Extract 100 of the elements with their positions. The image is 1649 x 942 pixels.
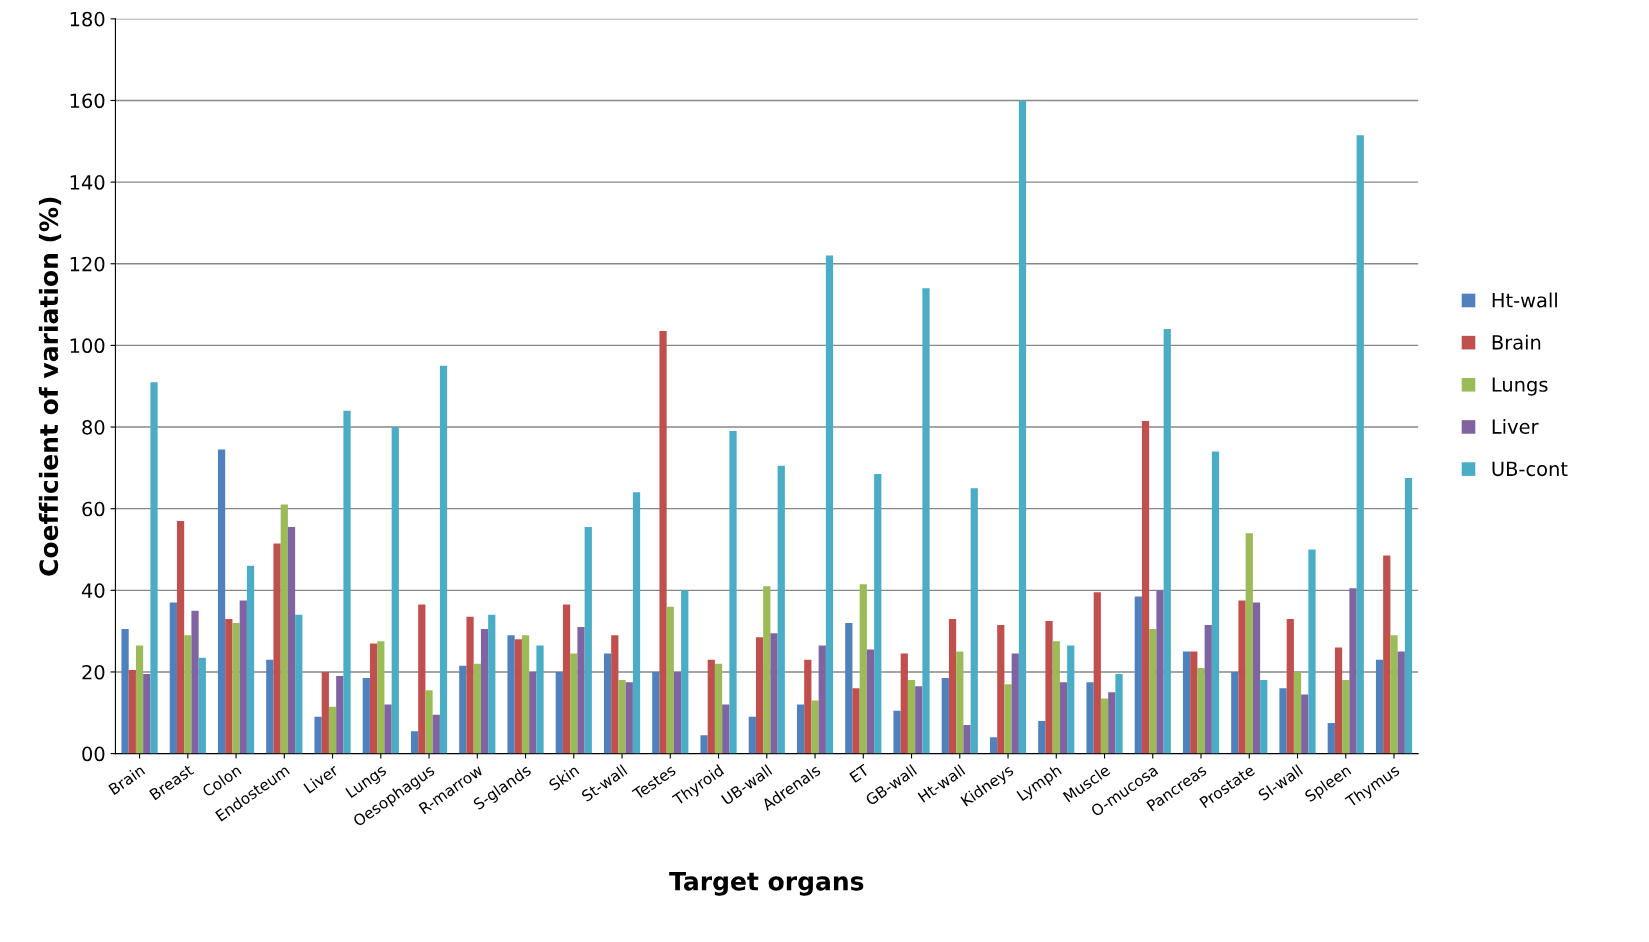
bar — [562, 604, 571, 754]
bar — [1134, 596, 1142, 754]
bar — [915, 686, 923, 754]
bar — [1349, 588, 1357, 754]
bar — [811, 700, 819, 754]
bar — [1211, 451, 1220, 754]
bar — [391, 427, 399, 754]
bar — [536, 645, 544, 754]
bar — [714, 663, 723, 754]
bar — [859, 584, 867, 754]
bar — [874, 473, 882, 754]
bar — [176, 520, 185, 754]
bar — [459, 665, 467, 754]
bar — [1327, 722, 1335, 754]
bar — [989, 737, 998, 754]
bar — [1115, 674, 1123, 754]
legend-label: Ht-wall — [1492, 292, 1557, 308]
bar — [432, 714, 440, 754]
bar — [796, 704, 805, 754]
bar — [1004, 684, 1012, 754]
bar — [555, 671, 563, 754]
bar — [1308, 549, 1316, 754]
bar — [143, 674, 151, 754]
legend-label: Lungs — [1492, 377, 1548, 396]
y-tick-label: 40 — [81, 583, 105, 598]
bar — [666, 606, 674, 754]
bar — [439, 365, 448, 754]
bar — [1383, 555, 1391, 754]
bar — [1038, 720, 1046, 754]
bar — [893, 710, 901, 754]
bar — [1238, 600, 1246, 754]
bar — [1197, 667, 1205, 754]
bar — [1059, 682, 1068, 754]
bar — [1397, 651, 1405, 754]
bar — [1018, 100, 1027, 754]
bar — [618, 680, 626, 754]
bar — [1156, 590, 1164, 754]
x-axis-title: Target organs — [669, 872, 864, 896]
bar — [748, 716, 756, 754]
bar — [681, 590, 689, 754]
bar — [1067, 645, 1075, 754]
bar — [150, 382, 158, 754]
bar — [1301, 694, 1309, 754]
legend-label: Brain — [1492, 334, 1541, 350]
bar — [280, 504, 288, 754]
bar — [191, 610, 199, 754]
bar — [777, 465, 785, 754]
bar — [1045, 620, 1053, 754]
y-tick-label: 120 — [70, 256, 105, 272]
x-tick-label: Skin — [548, 764, 580, 792]
bar — [321, 671, 329, 754]
bar — [900, 653, 908, 754]
bar — [1204, 625, 1212, 754]
bar — [507, 635, 515, 754]
bar — [845, 622, 853, 754]
bar — [956, 651, 964, 754]
bar — [529, 671, 537, 754]
bar — [652, 671, 660, 754]
bar — [473, 663, 481, 754]
bar — [1293, 671, 1302, 754]
bar — [410, 731, 419, 754]
bar — [384, 704, 392, 754]
bar — [198, 657, 206, 754]
bar — [922, 288, 930, 754]
bar — [770, 633, 778, 754]
bar — [632, 492, 641, 754]
y-tick-label: 00 — [82, 746, 105, 762]
bar — [625, 682, 633, 754]
y-tick-label: 20 — [82, 664, 105, 680]
bar — [1245, 533, 1253, 754]
bar — [1149, 629, 1157, 754]
bar — [1093, 592, 1101, 754]
bar — [362, 678, 370, 754]
y-axis-title: Coefficient of variation (%) — [38, 197, 62, 576]
bar — [135, 645, 144, 754]
bar — [273, 543, 281, 754]
bar — [343, 410, 351, 754]
bar — [232, 622, 240, 754]
bar — [570, 653, 578, 754]
bar — [225, 618, 233, 754]
bar — [970, 488, 978, 754]
bar — [700, 735, 708, 754]
bar — [514, 639, 522, 754]
bar — [584, 527, 592, 754]
bar — [128, 669, 136, 754]
bar — [239, 600, 247, 754]
bar — [295, 614, 303, 754]
bar — [369, 643, 378, 754]
bar — [1100, 698, 1109, 754]
bar — [1141, 420, 1150, 754]
bar — [1390, 635, 1398, 754]
bar — [377, 641, 385, 754]
bar — [1182, 651, 1191, 754]
bar — [963, 725, 971, 754]
bar — [1231, 671, 1239, 754]
y-tick-label: 80 — [82, 420, 105, 435]
bar — [1342, 680, 1350, 754]
bar — [866, 649, 875, 754]
bar — [852, 688, 860, 754]
bar — [577, 627, 585, 754]
